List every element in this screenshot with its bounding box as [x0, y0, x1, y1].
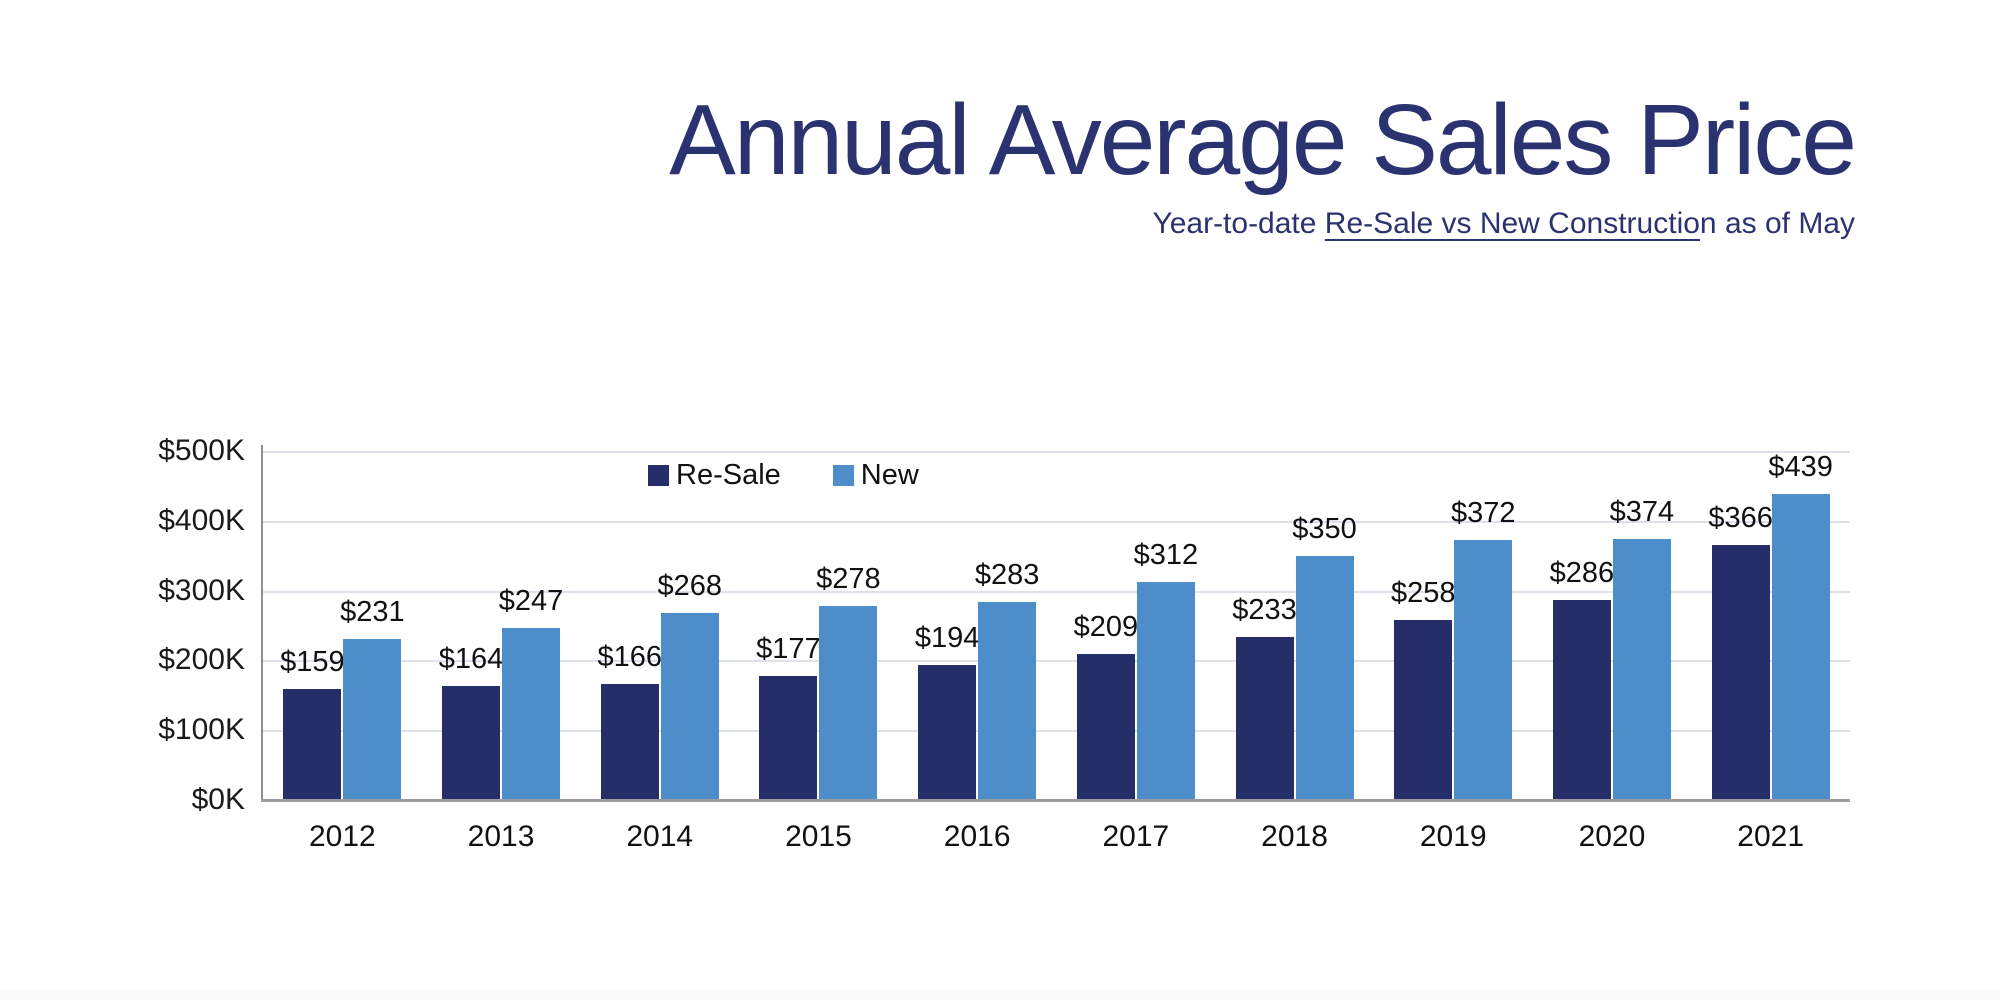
data-label-new-2020: $374: [1609, 495, 1675, 528]
data-label-resale-2017: $209: [1073, 611, 1139, 644]
legend-label-new: New: [860, 459, 919, 491]
data-label-new-2018: $350: [1292, 512, 1357, 545]
bar-new-2018: [1295, 555, 1354, 800]
bar-resale-2021: [1711, 544, 1770, 800]
bar-new-2013: [502, 627, 561, 800]
data-label-new-2021: $439: [1768, 450, 1833, 483]
gridline: [263, 730, 1850, 733]
gridline: [263, 660, 1850, 663]
data-label-resale-2020: $286: [1549, 557, 1615, 590]
data-label-new-2019: $372: [1450, 497, 1516, 530]
data-label-resale-2013: $164: [438, 642, 504, 675]
bar-resale-2016: [918, 664, 977, 800]
bar-new-2017: [1136, 582, 1195, 800]
bar-resale-2015: [759, 676, 818, 800]
gridline: [263, 451, 1850, 453]
subtitle-segment: Re-Sale vs New Constructio: [1324, 207, 1700, 240]
data-label-resale-2016: $194: [914, 621, 980, 654]
x-tick-label-2016: 2016: [943, 820, 1011, 853]
y-axis-line: [261, 445, 263, 800]
bar-new-2012: [343, 638, 402, 800]
data-label-resale-2015: $177: [756, 633, 821, 666]
x-tick-label-2015: 2015: [785, 820, 852, 853]
legend-item-resale: Re-Sale: [648, 459, 781, 492]
chart-header: Annual Average Sales Price Year-to-date …: [669, 84, 1857, 241]
x-tick-label-2019: 2019: [1419, 820, 1487, 853]
y-tick-label: $200K: [158, 643, 245, 677]
bar-resale-2018: [1235, 637, 1294, 800]
new-swatch-icon: [832, 465, 854, 486]
bar-resale-2013: [442, 685, 501, 800]
data-label-new-2015: $278: [816, 562, 881, 595]
x-tick-label-2020: 2020: [1578, 820, 1646, 853]
bar-new-2016: [978, 602, 1037, 800]
bar-new-2019: [1454, 540, 1513, 800]
y-tick-label: $100K: [158, 713, 245, 747]
data-label-resale-2018: $233: [1232, 594, 1297, 627]
data-label-new-2017: $312: [1133, 539, 1199, 572]
resale-swatch-icon: [648, 465, 669, 486]
bar-resale-2020: [1552, 600, 1611, 800]
plot-area: $159 $231 $164 $247 $166 $268 $177 $278 $194 $283…: [263, 451, 1850, 800]
bar-new-2020: [1612, 538, 1671, 800]
x-tick-label-2018: 2018: [1261, 820, 1328, 853]
bar-resale-2012: [283, 689, 342, 800]
x-tick-label-2014: 2014: [626, 820, 694, 853]
bottom-strip: [0, 990, 2000, 1000]
x-tick-label-2017: 2017: [1102, 820, 1170, 853]
bar-resale-2014: [600, 684, 659, 800]
data-label-new-2014: $268: [657, 569, 722, 602]
legend-item-new: New: [832, 459, 919, 492]
gridline: [263, 590, 1850, 593]
data-label-new-2016: $283: [974, 559, 1040, 592]
data-label-new-2013: $247: [498, 584, 564, 617]
gridline: [263, 520, 1850, 523]
data-label-resale-2019: $258: [1390, 576, 1456, 609]
x-tick-label-2012: 2012: [308, 820, 376, 853]
x-tick-label-2021: 2021: [1737, 820, 1805, 853]
y-tick-label: $300K: [158, 573, 245, 607]
y-tick-label: $0K: [191, 783, 245, 816]
bar-new-2015: [819, 605, 878, 800]
legend-label-resale: Re-Sale: [676, 459, 781, 491]
bar-resale-2017: [1076, 654, 1135, 800]
y-tick-label: $500K: [158, 434, 245, 467]
page-subtitle: Year-to-date Re-Sale vs New Construction…: [669, 207, 1855, 241]
data-label-resale-2012: $159: [280, 646, 345, 679]
bar-new-2014: [660, 612, 719, 800]
bar-resale-2019: [1394, 619, 1453, 800]
x-tick-label-2013: 2013: [467, 820, 535, 853]
page-title: Annual Average Sales Price: [669, 84, 1857, 196]
y-tick-label: $400K: [158, 503, 245, 537]
data-label-resale-2014: $166: [597, 641, 662, 674]
data-label-new-2012: $231: [340, 595, 405, 628]
bar-new-2021: [1771, 493, 1830, 800]
x-axis-line: [261, 799, 1850, 802]
data-label-resale-2021: $366: [1708, 501, 1773, 534]
subtitle-segment: Year-to-date: [1152, 207, 1325, 240]
subtitle-segment: n as of May: [1699, 207, 1855, 240]
chart-legend: Re-Sale New: [648, 459, 919, 492]
